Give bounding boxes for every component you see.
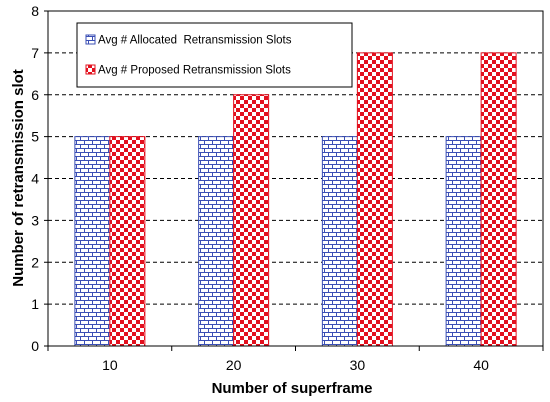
y-tick-label: 3: [31, 212, 39, 228]
legend-swatch-proposed: [85, 64, 96, 75]
bar-allocated: [198, 136, 235, 347]
legend-box: [76, 22, 353, 88]
y-tick-label: 5: [31, 129, 39, 145]
bar-proposed: [109, 136, 146, 347]
x-axis-title: Number of superframe: [212, 380, 373, 397]
legend-swatch-allocated: [85, 34, 96, 45]
y-tick-label: 1: [31, 296, 39, 312]
bar-proposed: [480, 52, 517, 347]
y-tick-label: 4: [31, 171, 39, 187]
y-tick-label: 6: [31, 87, 39, 103]
x-tick-label: 20: [226, 357, 242, 373]
y-axis-title: Number of retransmission slot: [10, 69, 27, 287]
legend-label-allocated: Avg # Allocated Retransmission Slots: [98, 35, 292, 47]
y-tick-labels: 0 1 2 3 4 5 6 7 8: [31, 3, 39, 354]
bar-allocated: [74, 136, 111, 347]
legend: Avg # Allocated Retransmission Slots Avg…: [76, 22, 353, 88]
bar-proposed: [233, 94, 270, 347]
legend-label-proposed: Avg # Proposed Retransmission Slots: [98, 65, 291, 77]
bar-allocated: [445, 136, 482, 347]
x-tick-labels: 10 20 30 40: [102, 357, 489, 373]
bar-allocated: [321, 136, 358, 347]
axes: [44, 10, 544, 351]
bars: [74, 52, 517, 347]
bar-proposed: [356, 52, 393, 347]
y-tick-label: 7: [31, 45, 39, 61]
x-tick-label: 10: [102, 357, 118, 373]
x-tick-label: 40: [473, 357, 489, 373]
y-tick-label: 2: [31, 254, 39, 270]
y-tick-label: 0: [31, 338, 39, 354]
x-tick-label: 30: [350, 357, 366, 373]
y-tick-label: 8: [31, 3, 39, 19]
